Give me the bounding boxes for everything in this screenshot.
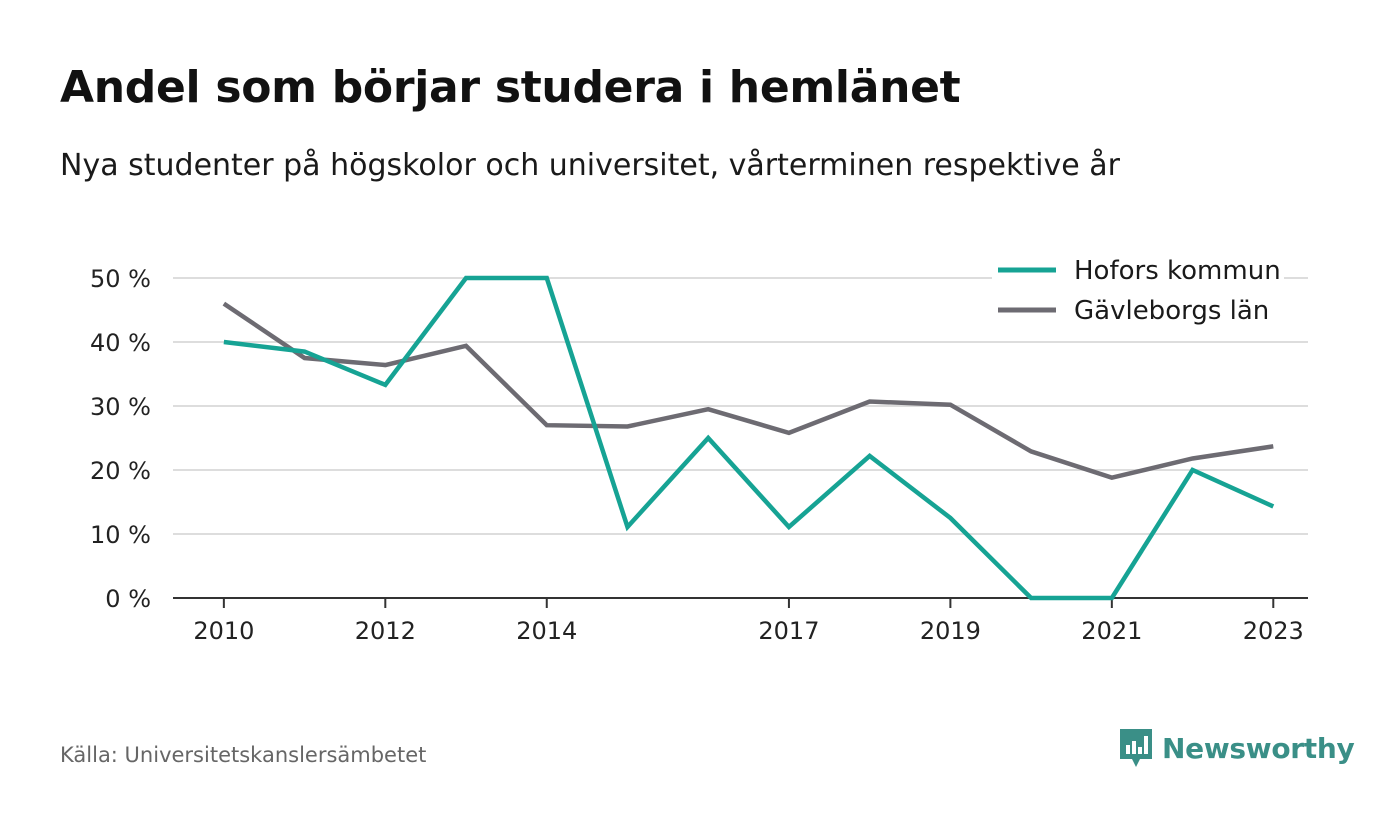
y-tick-label: 40 %: [90, 329, 151, 357]
legend-background: [992, 290, 1284, 324]
x-tick-label: 2017: [758, 617, 819, 645]
x-tick-label: 2019: [920, 617, 981, 645]
source-note: Källa: Universitetskanslersämbetet: [60, 743, 427, 767]
x-tick-label: 2021: [1081, 617, 1142, 645]
y-tick-label: 10 %: [90, 521, 151, 549]
chart-subtitle: Nya studenter på högskolor och universit…: [60, 148, 1120, 183]
legend-label: Hofors kommun: [1074, 256, 1281, 286]
brand-name: Newsworthy: [1162, 731, 1355, 765]
y-tick-label: 30 %: [90, 393, 151, 421]
line-chart: 0 % 10 % 20 % 30 % 40 % 50 % 2010 2012 2014 2017 2…: [90, 250, 1308, 645]
legend-label: Gävleborgs län: [1074, 296, 1269, 326]
axes: 0 % 10 % 20 % 30 % 40 % 50 % 2010 2012 2014 2017 2…: [90, 265, 1308, 645]
y-tick-label: 50 %: [90, 265, 151, 293]
x-tick-label: 2010: [193, 617, 254, 645]
chart-title: Andel som börjar studera i hemlänet: [60, 62, 961, 113]
legend: Hofors kommun Gävleborgs län: [992, 250, 1284, 326]
series-lines: [222, 275, 1275, 601]
legend-background: [992, 250, 1284, 284]
series-line-gävleborgs-län: [222, 301, 1274, 481]
y-tick-label: 20 %: [90, 457, 151, 485]
x-tick-label: 2012: [355, 617, 416, 645]
y-tick-label: 0 %: [105, 585, 151, 613]
brand-logo[interactable]: Newsworthy: [1118, 727, 1355, 769]
x-tick-label: 2014: [516, 617, 577, 645]
series-line-hofors-kommun: [223, 275, 1275, 601]
x-tick-label: 2023: [1243, 617, 1304, 645]
newsworthy-logo-icon: [1120, 729, 1152, 767]
